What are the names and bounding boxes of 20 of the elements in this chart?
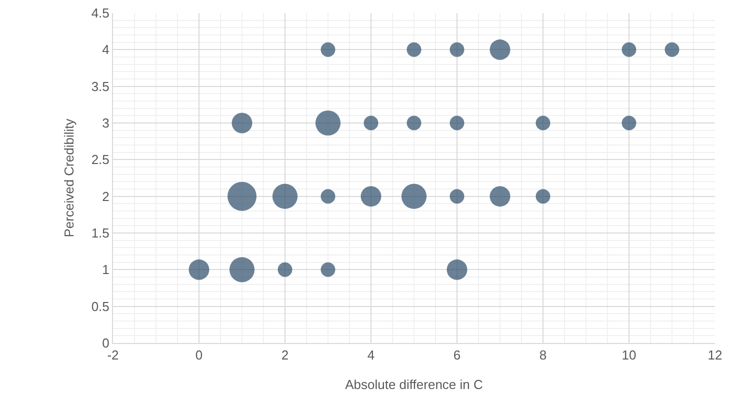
y-tick-label: 4	[102, 42, 110, 58]
y-tick-label: 1.5	[91, 226, 110, 241]
x-tick-label: 10	[622, 348, 636, 363]
x-tick-label: 8	[539, 348, 547, 363]
x-tick-label: 0	[195, 348, 203, 363]
y-tick-label: 3.5	[91, 78, 110, 94]
y-tick-label: 2	[102, 188, 110, 204]
x-tick-label: 4	[367, 348, 375, 363]
x-axis-title: Absolute difference in C	[345, 377, 483, 392]
x-tick-label: -2	[107, 348, 119, 363]
y-axis-title: Perceived Credibility	[61, 118, 76, 238]
x-tick-label: 2	[281, 348, 289, 363]
y-tick-label: 3	[102, 116, 110, 131]
y-tick-label: 4.5	[91, 6, 110, 21]
x-tick-label: 6	[453, 348, 461, 363]
y-tick-label: 2.5	[91, 152, 110, 168]
x-tick-label: 12	[708, 348, 722, 363]
y-tick-label: 0	[102, 336, 110, 351]
y-tick-label: 1	[102, 262, 110, 278]
y-tick-label: 0.5	[91, 298, 110, 314]
